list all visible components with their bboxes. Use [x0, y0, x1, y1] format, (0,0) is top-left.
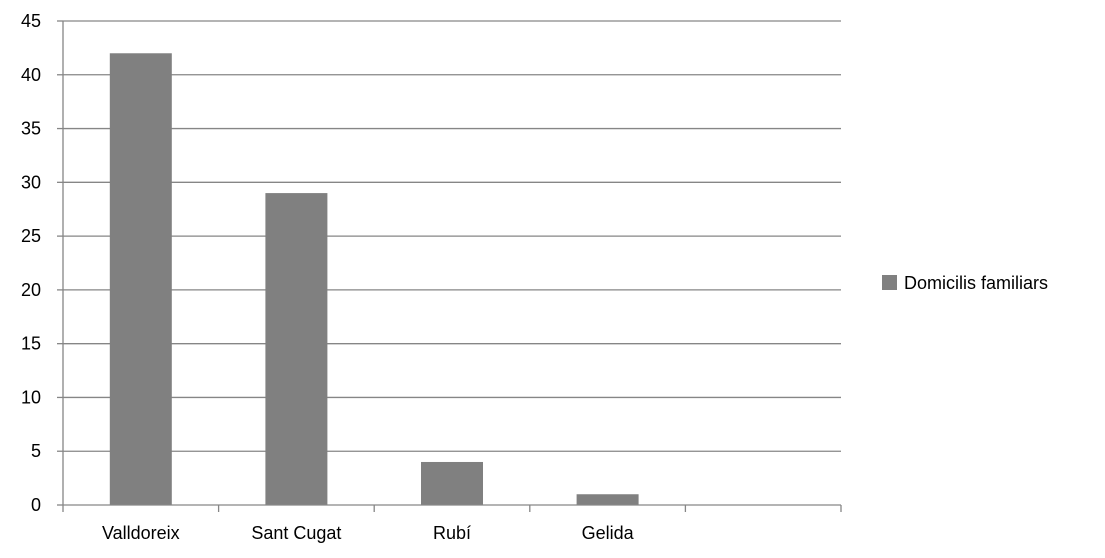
- bar: [576, 494, 639, 505]
- x-tick-label: Rubí: [433, 523, 471, 543]
- y-tick-label: 20: [21, 280, 41, 300]
- legend-label: Domicilis familiars: [904, 273, 1048, 293]
- y-tick-label: 25: [21, 226, 41, 246]
- x-tick-label: Sant Cugat: [251, 523, 341, 543]
- bar: [109, 53, 172, 506]
- bars: [109, 53, 639, 506]
- y-tick-label: 30: [21, 172, 41, 192]
- gridlines: [63, 20, 841, 452]
- y-tick-label: 5: [31, 441, 41, 461]
- y-tick-label: 40: [21, 65, 41, 85]
- y-tick-label: 15: [21, 334, 41, 354]
- y-tick-label: 10: [21, 387, 41, 407]
- legend-swatch: [882, 275, 897, 290]
- x-tick-label: Gelida: [582, 523, 635, 543]
- y-tick-label: 0: [31, 495, 41, 515]
- x-tick-labels: Valldoreix Sant Cugat Rubí Gelida: [102, 523, 635, 543]
- x-tick-label: Valldoreix: [102, 523, 180, 543]
- bar: [421, 461, 483, 505]
- y-tick-label: 35: [21, 119, 41, 139]
- axes: [57, 20, 842, 512]
- legend: Domicilis familiars: [882, 273, 1048, 293]
- y-tick-label: 45: [21, 11, 41, 31]
- y-tick-labels: 0 5 10 15 20 25 30 35 40 45: [21, 11, 41, 515]
- bar: [265, 193, 328, 506]
